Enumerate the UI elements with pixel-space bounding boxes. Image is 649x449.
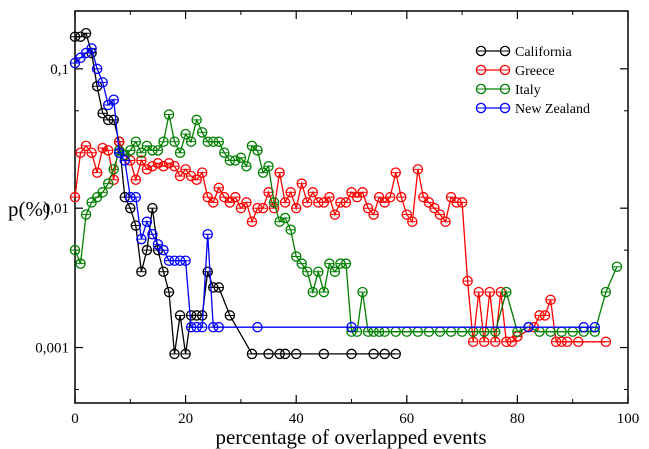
series-italy	[69, 109, 623, 337]
x-tick-label: 100	[617, 411, 640, 427]
x-tick-label: 60	[399, 411, 414, 427]
series-layer	[69, 28, 623, 360]
y-tick-label: 0,1	[50, 62, 69, 78]
x-tick-label: 20	[178, 411, 193, 427]
legend-item-italy: Italy	[475, 83, 541, 98]
x-tick-label: 0	[71, 411, 79, 427]
legend-label: Greece	[515, 64, 555, 79]
legend: California Greece Italy New Zealand	[475, 45, 590, 117]
y-tick-label: 0,01	[43, 201, 69, 217]
series-new-zealand	[69, 43, 601, 333]
y-tick-label: 0,001	[35, 341, 69, 357]
x-tick-label: 80	[510, 411, 525, 427]
y-axis-title: p(%)	[8, 197, 50, 221]
legend-item-greece: Greece	[475, 64, 555, 79]
series-california	[69, 28, 401, 360]
legend-label: Italy	[515, 83, 541, 98]
axis-ticks: 0 20 40 60 80 100 0,001 0,01 0,1	[35, 11, 639, 427]
series-greece	[69, 136, 612, 348]
legend-label: New Zealand	[515, 102, 590, 117]
x-tick-label: 40	[289, 411, 304, 427]
legend-item-new-zealand: New Zealand	[475, 102, 590, 117]
legend-label: California	[515, 45, 573, 60]
legend-item-california: California	[475, 45, 573, 60]
x-axis-title: percentage of overlapped events	[215, 425, 486, 449]
